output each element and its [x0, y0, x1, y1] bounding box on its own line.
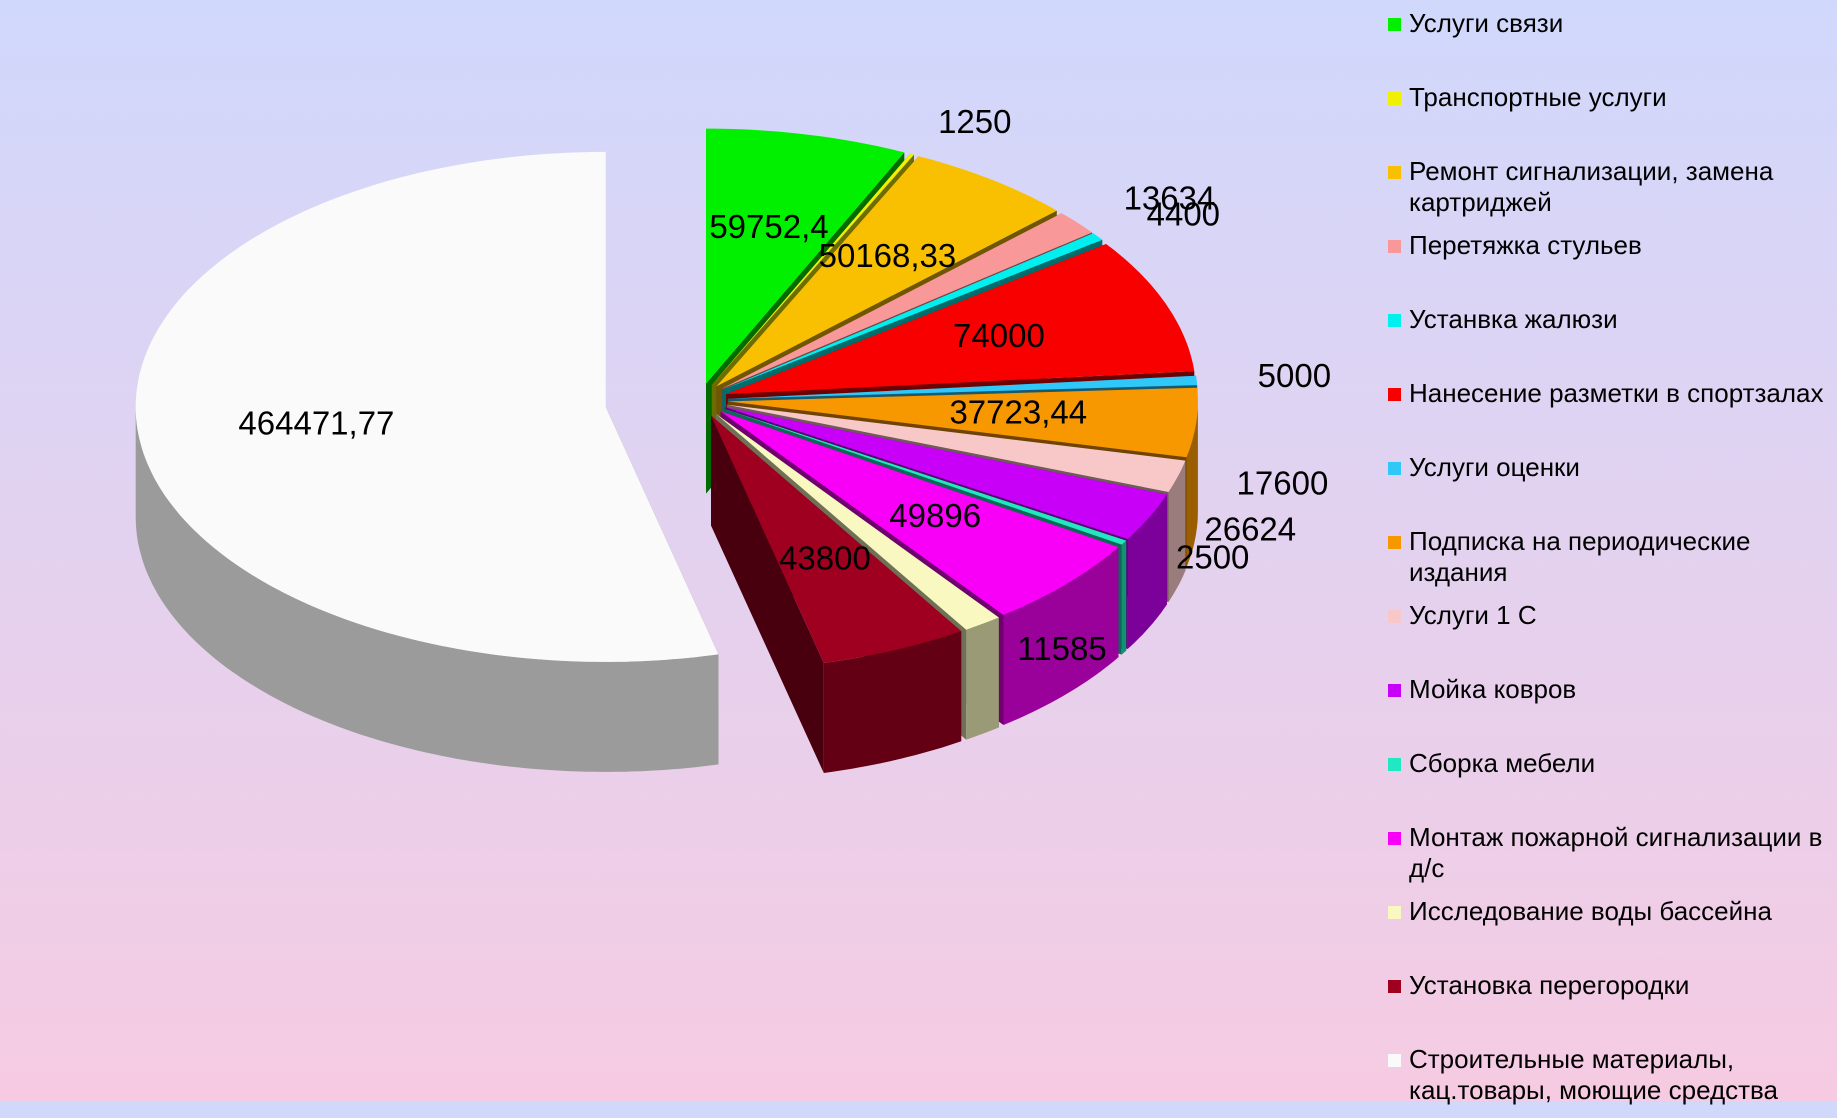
data-label: 2500	[1176, 539, 1249, 576]
legend-swatch	[1388, 906, 1401, 919]
slice-wall	[823, 631, 962, 773]
legend-item: Нанесение разметки в спортзалах	[1385, 378, 1835, 452]
legend-label: Подписка на периодические издания	[1409, 526, 1751, 587]
legend-swatch	[1388, 610, 1401, 623]
slice	[726, 244, 1195, 395]
legend-item: Подписка на периодические издания	[1385, 526, 1835, 600]
slice	[723, 408, 1127, 545]
slice	[721, 213, 1093, 389]
slice	[725, 407, 1167, 539]
legend: Услуги связи Транспортные услуги Ремонт си…	[1385, 8, 1835, 1118]
legend-swatch	[1388, 832, 1401, 845]
slice	[727, 387, 1198, 458]
legend-label: Услуги оценки	[1409, 452, 1580, 482]
legend-swatch	[1388, 980, 1401, 993]
legend-swatch	[1388, 684, 1401, 697]
data-label: 49896	[889, 497, 981, 534]
slice-wall	[966, 617, 999, 740]
legend-label: Исследование воды бассейна	[1409, 896, 1772, 926]
legend-item: Монтаж пожарной сигнализации в д/с	[1385, 822, 1835, 896]
legend-item: Исследование воды бассейна	[1385, 896, 1835, 970]
legend-label: Нанесение разметки в спортзалах	[1409, 378, 1824, 408]
legend-swatch	[1388, 240, 1401, 253]
legend-label: Строительные материалы, кац.товары, моющ…	[1409, 1044, 1779, 1105]
slice	[727, 375, 1198, 399]
legend-swatch	[1388, 18, 1401, 31]
data-label: 74000	[953, 317, 1045, 354]
legend-item: Строительные материалы, кац.товары, моющ…	[1385, 1044, 1835, 1118]
data-label: 5000	[1258, 357, 1331, 394]
slice	[706, 128, 905, 384]
slice	[135, 151, 719, 662]
data-label: 1250	[938, 103, 1011, 140]
legend-swatch	[1388, 536, 1401, 549]
data-label: 50168,33	[819, 237, 957, 274]
legend-label: Устанвка жалюзи	[1409, 304, 1618, 334]
data-label: 464471,77	[238, 405, 394, 442]
legend-item: Ремонт сигнализации, замена картриджей	[1385, 156, 1835, 230]
slice	[720, 411, 1119, 615]
data-label: 26624	[1204, 510, 1296, 547]
slice-wall	[1003, 547, 1119, 725]
data-label: 13634	[1124, 180, 1216, 217]
slice	[722, 233, 1103, 390]
legend-label: Установка перегородки	[1409, 970, 1690, 1000]
legend-label: Транспортные услуги	[1409, 82, 1667, 112]
slice-wall	[1127, 494, 1167, 649]
slice	[711, 153, 914, 385]
slice-wall	[1121, 540, 1127, 655]
legend-item: Услуги 1 С	[1385, 600, 1835, 674]
data-label: 11585	[1017, 630, 1106, 667]
legend-item: Устанвка жалюзи	[1385, 304, 1835, 378]
legend-item: Услуги связи	[1385, 8, 1835, 82]
data-label: 43800	[779, 540, 871, 577]
data-label: 37723,44	[949, 393, 1087, 430]
data-label: 4400	[1147, 195, 1220, 232]
legend-label: Мойка ковров	[1409, 674, 1577, 704]
legend-label: Сборка мебели	[1409, 748, 1596, 778]
slice-wall	[135, 406, 719, 772]
legend-swatch	[1388, 314, 1401, 327]
legend-label: Услуги 1 С	[1409, 600, 1537, 630]
slice-side	[711, 415, 824, 773]
legend-item: Мойка ковров	[1385, 674, 1835, 748]
legend-swatch	[1388, 166, 1401, 179]
legend-swatch	[1388, 1054, 1401, 1067]
legend-label: Перетяжка стульев	[1409, 230, 1642, 260]
slice-wall	[1168, 460, 1186, 602]
legend-swatch	[1388, 462, 1401, 475]
slice	[726, 404, 1186, 492]
slice	[715, 413, 999, 630]
data-label: 17600	[1237, 464, 1329, 501]
legend-swatch	[1388, 388, 1401, 401]
legend-item: Установка перегородки	[1385, 970, 1835, 1044]
slice-wall	[1186, 401, 1198, 568]
legend-label: Монтаж пожарной сигнализации в д/с	[1409, 822, 1823, 883]
legend-label: Услуги связи	[1409, 8, 1564, 38]
legend-item: Услуги оценки	[1385, 452, 1835, 526]
legend-label: Ремонт сигнализации, замена картриджей	[1409, 156, 1774, 217]
legend-item: Транспортные услуги	[1385, 82, 1835, 156]
slice	[716, 156, 1057, 387]
data-label: 59752,4	[709, 208, 828, 245]
legend-item: Перетяжка стульев	[1385, 230, 1835, 304]
legend-swatch	[1388, 92, 1401, 105]
legend-item: Сборка мебели	[1385, 748, 1835, 822]
slice	[711, 415, 962, 663]
legend-swatch	[1388, 758, 1401, 771]
